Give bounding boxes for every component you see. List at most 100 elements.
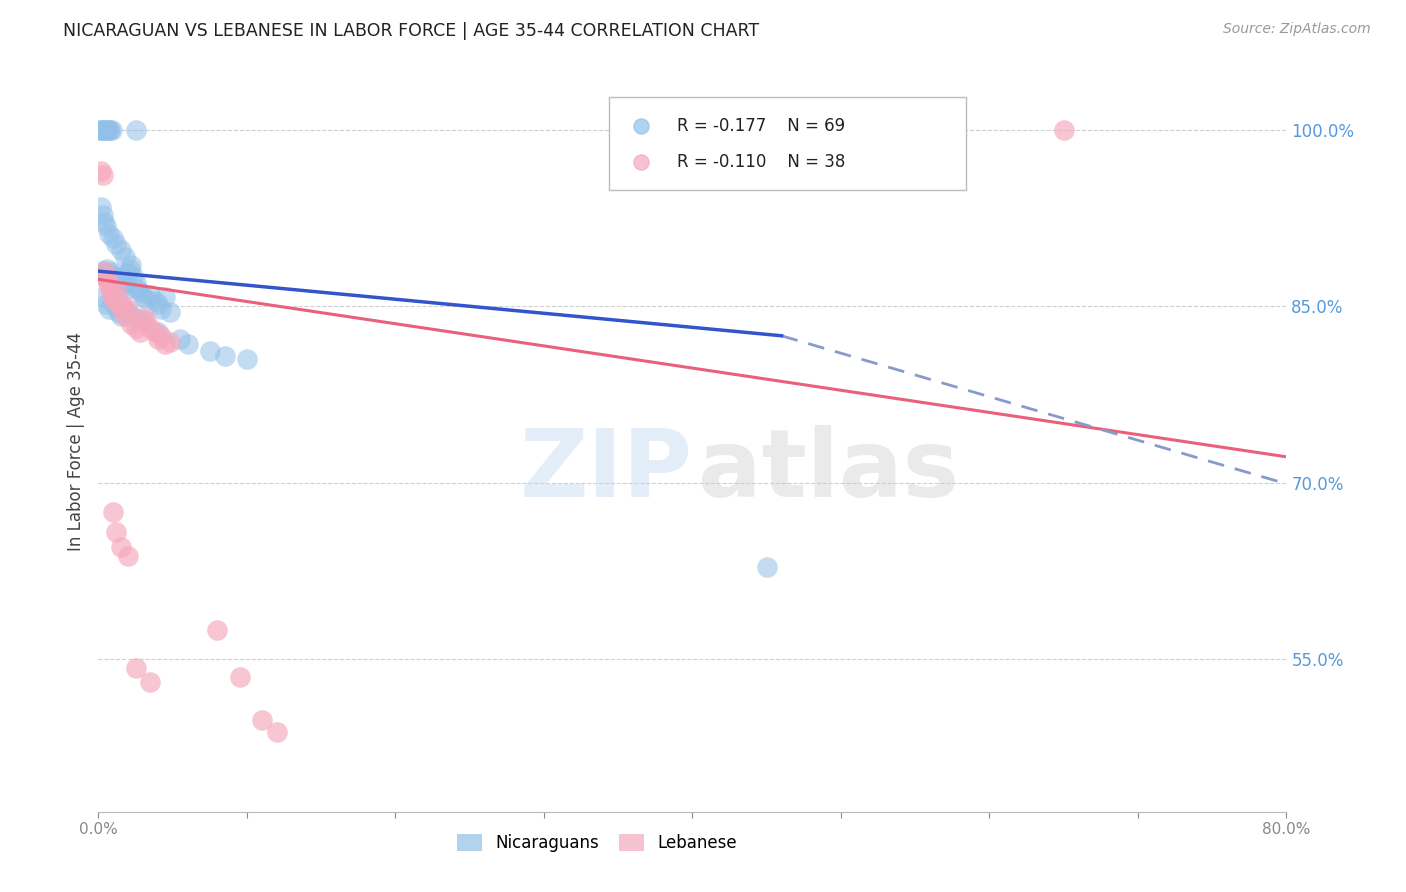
Point: [117, 305, 139, 319]
Y-axis label: In Labor Force | Age 35-44: In Labor Force | Age 35-44: [66, 332, 84, 551]
Point: [105, 282, 128, 296]
Point: [110, 274, 132, 288]
Point: [98, 282, 121, 296]
Point: [159, 334, 181, 349]
Point: [91, 208, 114, 222]
Point: [93, 267, 115, 281]
Point: [107, 276, 129, 290]
Point: [146, 297, 169, 311]
Point: [1053, 123, 1076, 137]
Point: [98, 272, 121, 286]
Point: [104, 299, 127, 313]
Text: atlas: atlas: [699, 425, 959, 517]
Point: [112, 276, 135, 290]
Point: [108, 278, 131, 293]
Point: [155, 290, 177, 304]
Point: [107, 293, 129, 308]
Point: [135, 313, 157, 327]
Point: [124, 320, 146, 334]
Point: [120, 258, 142, 272]
Text: NICARAGUAN VS LEBANESE IN LABOR FORCE | AGE 35-44 CORRELATION CHART: NICARAGUAN VS LEBANESE IN LABOR FORCE | …: [63, 22, 759, 40]
Point: [91, 123, 114, 137]
Point: [89, 123, 111, 137]
Point: [149, 328, 172, 343]
Point: [96, 274, 118, 288]
Point: [104, 274, 127, 288]
Point: [91, 290, 114, 304]
Point: [97, 123, 120, 137]
Point: [115, 282, 138, 296]
Point: [129, 325, 152, 339]
Point: [236, 352, 259, 367]
Point: [121, 268, 143, 283]
Point: [114, 250, 136, 264]
Point: [98, 123, 121, 137]
Point: [118, 261, 141, 276]
Point: [101, 123, 124, 137]
Point: [105, 524, 128, 539]
Point: [91, 264, 114, 278]
Point: [111, 270, 134, 285]
Point: [120, 317, 142, 331]
Text: R = -0.177    N = 69: R = -0.177 N = 69: [678, 117, 845, 135]
Point: [93, 264, 115, 278]
Point: [132, 313, 155, 327]
Point: [107, 305, 129, 319]
Point: [110, 309, 132, 323]
Point: [125, 282, 148, 296]
Point: [94, 270, 117, 285]
Point: [143, 325, 166, 339]
Point: [139, 287, 162, 301]
Point: [139, 675, 162, 690]
Point: [101, 265, 124, 279]
Point: [207, 623, 229, 637]
Point: [103, 268, 125, 282]
Point: [228, 669, 250, 683]
Point: [159, 305, 181, 319]
Point: [139, 320, 162, 334]
Text: R = -0.110    N = 38: R = -0.110 N = 38: [678, 153, 845, 171]
Point: [94, 219, 117, 234]
Point: [103, 290, 125, 304]
Point: [766, 268, 789, 282]
Point: [149, 301, 172, 316]
Point: [124, 311, 146, 326]
Point: [176, 337, 198, 351]
Point: [110, 243, 132, 257]
Point: [91, 168, 114, 182]
Point: [169, 332, 191, 346]
FancyBboxPatch shape: [609, 97, 966, 190]
Point: [135, 293, 157, 307]
Point: [766, 210, 789, 224]
Point: [105, 270, 128, 285]
Point: [143, 293, 166, 308]
Point: [101, 293, 124, 308]
Point: [93, 215, 115, 229]
Point: [146, 325, 169, 339]
Text: ZIP: ZIP: [520, 425, 693, 517]
Point: [124, 123, 146, 137]
Point: [266, 724, 288, 739]
Point: [103, 505, 125, 519]
Point: [105, 237, 128, 252]
Point: [114, 301, 136, 316]
Point: [97, 268, 120, 283]
Point: [117, 301, 139, 316]
Point: [117, 267, 139, 281]
Point: [103, 231, 125, 245]
Point: [94, 270, 117, 285]
Point: [214, 349, 236, 363]
Point: [97, 301, 120, 316]
Point: [129, 285, 152, 300]
Point: [117, 549, 139, 563]
Point: [755, 560, 778, 574]
Point: [94, 297, 117, 311]
Point: [101, 287, 124, 301]
Point: [124, 276, 146, 290]
Point: [155, 337, 177, 351]
Point: [146, 332, 169, 346]
Point: [110, 541, 132, 555]
Point: [114, 309, 136, 323]
Point: [93, 123, 115, 137]
Point: [104, 293, 127, 308]
